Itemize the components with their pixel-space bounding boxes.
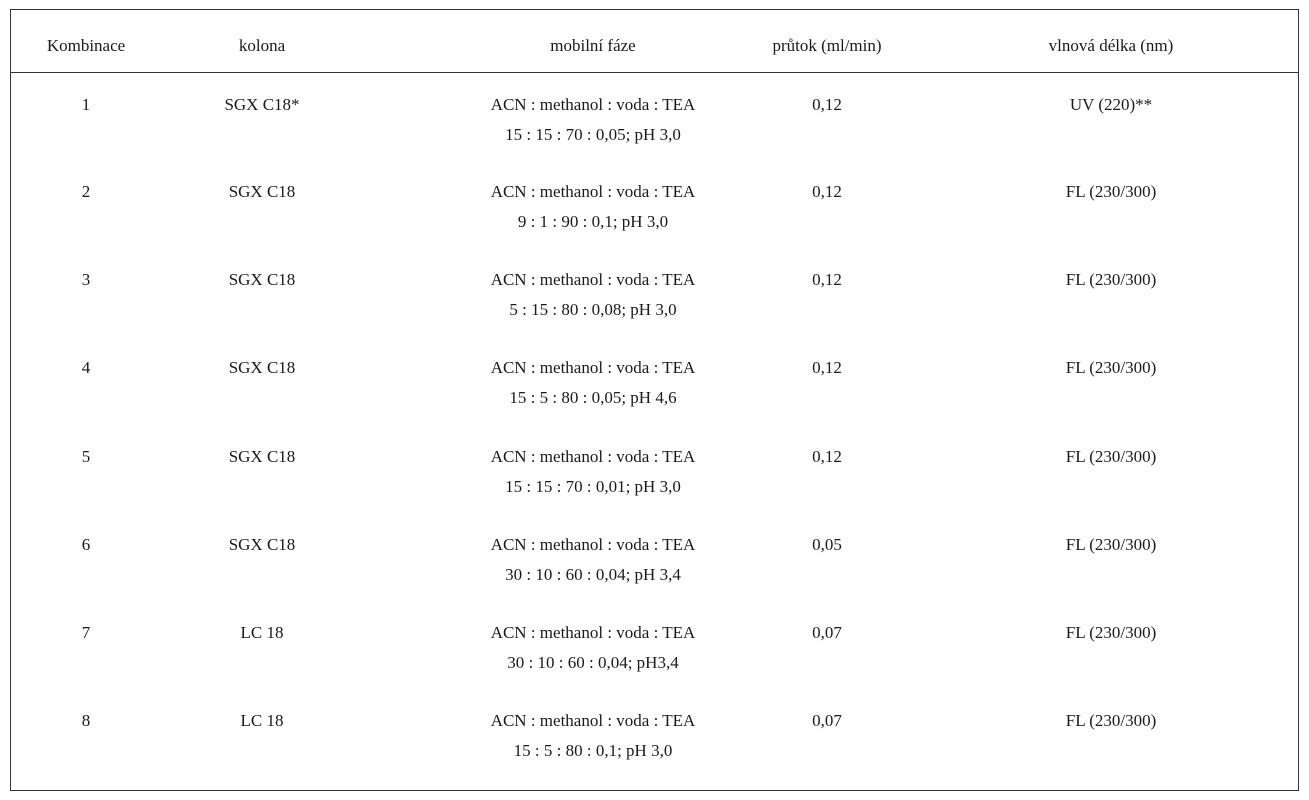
row-2-kombinace: 2: [81, 182, 91, 201]
row-2-faze-line-2: 9 : 1 : 90 : 0,1; pH 3,0: [517, 212, 669, 231]
row-4-kombinace: 4: [81, 358, 91, 377]
row-8-vlnova-delka: FL (230/300): [1065, 711, 1157, 730]
row-8-prutok: 0,07: [812, 711, 842, 730]
row-5-faze-line-2: 15 : 15 : 70 : 0,01; pH 3,0: [505, 477, 681, 496]
row-1-kolona: SGX C18*: [224, 95, 300, 114]
row-4-vlnova-delka: FL (230/300): [1065, 358, 1157, 377]
row-1-faze-line-2: 15 : 15 : 70 : 0,05; pH 3,0: [505, 125, 681, 144]
row-2-kolona: SGX C18: [228, 182, 296, 201]
row-4-mobilni-faze: ACN : methanol : voda : TEA 15 : 5 : 80 …: [391, 353, 795, 413]
row-1-vlnova-delka: UV (220)**: [1069, 95, 1153, 114]
row-2-vlnova-delka: FL (230/300): [1065, 182, 1157, 201]
header-vlnova-delka: vlnová délka (nm): [1048, 36, 1174, 55]
row-7-mobilni-faze: ACN : methanol : voda : TEA 30 : 10 : 60…: [391, 618, 795, 678]
row-4-faze-line-1: ACN : methanol : voda : TEA: [490, 358, 696, 377]
row-2-faze-line-1: ACN : methanol : voda : TEA: [490, 182, 696, 201]
row-8-faze-line-1: ACN : methanol : voda : TEA: [490, 711, 696, 730]
row-6-faze-line-1: ACN : methanol : voda : TEA: [490, 535, 696, 554]
header-mobilni-faze: mobilní fáze: [550, 36, 636, 55]
row-3-faze-line-1: ACN : methanol : voda : TEA: [490, 270, 696, 289]
row-6-vlnova-delka: FL (230/300): [1065, 535, 1157, 554]
row-2-mobilni-faze: ACN : methanol : voda : TEA 9 : 1 : 90 :…: [391, 177, 795, 237]
row-3-vlnova-delka: FL (230/300): [1065, 270, 1157, 289]
row-8-mobilni-faze: ACN : methanol : voda : TEA 15 : 5 : 80 …: [391, 706, 795, 766]
header-prutok: průtok (ml/min): [772, 36, 882, 55]
row-4-faze-line-2: 15 : 5 : 80 : 0,05; pH 4,6: [509, 388, 677, 407]
row-6-kolona: SGX C18: [228, 535, 296, 554]
row-6-mobilni-faze: ACN : methanol : voda : TEA 30 : 10 : 60…: [391, 530, 795, 590]
header-kombinace: Kombinace: [46, 36, 126, 55]
row-8-kombinace: 8: [81, 711, 91, 730]
row-7-faze-line-2: 30 : 10 : 60 : 0,04; pH3,4: [507, 653, 679, 672]
row-5-vlnova-delka: FL (230/300): [1065, 447, 1157, 466]
row-1-mobilni-faze: ACN : methanol : voda : TEA 15 : 15 : 70…: [391, 90, 795, 150]
row-5-mobilni-faze: ACN : methanol : voda : TEA 15 : 15 : 70…: [391, 442, 795, 502]
row-3-kolona: SGX C18: [228, 270, 296, 289]
row-6-kombinace: 6: [81, 535, 91, 554]
row-7-kolona: LC 18: [240, 623, 284, 642]
row-5-prutok: 0,12: [812, 447, 842, 466]
row-1-kombinace: 1: [81, 95, 91, 114]
header-kolona: kolona: [238, 36, 286, 55]
row-5-kombinace: 5: [81, 447, 91, 466]
header-divider: [11, 72, 1298, 73]
row-4-kolona: SGX C18: [228, 358, 296, 377]
row-7-kombinace: 7: [81, 623, 91, 642]
row-5-faze-line-1: ACN : methanol : voda : TEA: [490, 447, 696, 466]
row-1-faze-line-1: ACN : methanol : voda : TEA: [490, 95, 696, 114]
row-2-prutok: 0,12: [812, 182, 842, 201]
row-6-faze-line-2: 30 : 10 : 60 : 0,04; pH 3,4: [505, 565, 681, 584]
row-3-mobilni-faze: ACN : methanol : voda : TEA 5 : 15 : 80 …: [391, 265, 795, 325]
row-3-kombinace: 3: [81, 270, 91, 289]
row-8-faze-line-2: 15 : 5 : 80 : 0,1; pH 3,0: [513, 741, 673, 760]
row-5-kolona: SGX C18: [228, 447, 296, 466]
row-7-prutok: 0,07: [812, 623, 842, 642]
row-7-faze-line-1: ACN : methanol : voda : TEA: [490, 623, 696, 642]
row-3-prutok: 0,12: [812, 270, 842, 289]
row-1-prutok: 0,12: [812, 95, 842, 114]
row-7-vlnova-delka: FL (230/300): [1065, 623, 1157, 642]
table-frame: Kombinace kolona mobilní fáze průtok (ml…: [10, 9, 1299, 791]
row-3-faze-line-2: 5 : 15 : 80 : 0,08; pH 3,0: [509, 300, 677, 319]
row-4-prutok: 0,12: [812, 358, 842, 377]
row-6-prutok: 0,05: [812, 535, 842, 554]
row-8-kolona: LC 18: [240, 711, 284, 730]
